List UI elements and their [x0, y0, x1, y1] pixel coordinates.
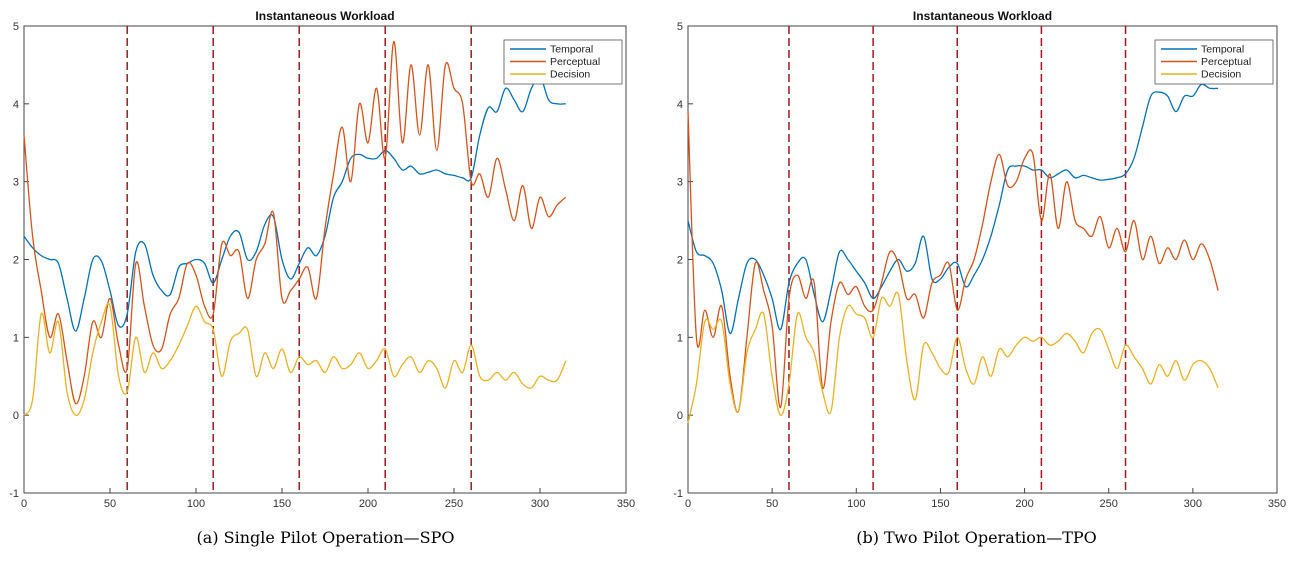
y-tick-label: 5 [677, 21, 683, 33]
y-tick-label: 1 [13, 332, 19, 344]
x-tick-label: 250 [1100, 498, 1118, 510]
series-line-decision [23, 303, 567, 416]
y-tick-label: 3 [677, 177, 683, 189]
legend-label-decision: Decision [550, 69, 590, 81]
x-tick-label: 0 [685, 498, 691, 510]
x-tick-label: 350 [617, 498, 635, 510]
y-tick-label: 2 [677, 255, 683, 267]
series-line-temporal [687, 83, 1219, 335]
x-tick-label: 350 [1268, 498, 1286, 510]
y-tick-label: 3 [13, 177, 19, 189]
x-tick-label: 150 [931, 498, 949, 510]
x-tick-label: 200 [1015, 498, 1033, 510]
y-tick-label: 2 [13, 255, 19, 267]
x-tick-label: 300 [1184, 498, 1202, 510]
series-line-temporal [23, 75, 566, 332]
legend-label-decision: Decision [1201, 69, 1241, 81]
chart-panel-tpo: Instantaneous Workload 0 50 100 150 200 250 300… [651, 0, 1302, 557]
y-tick-label: 1 [677, 332, 683, 344]
x-tick-label: 150 [273, 498, 291, 510]
y-tick-label: 4 [677, 99, 683, 111]
y-tick-label: 4 [13, 99, 19, 111]
legend-label-temporal: Temporal [550, 44, 593, 56]
caption-tpo: (b) Two Pilot Operation—TPO [856, 528, 1097, 547]
caption-spo: (a) Single Pilot Operation—SPO [196, 528, 455, 547]
x-tick-label: 100 [187, 498, 205, 510]
chart-panel-spo: Instantaneous Workload 0 50 100 150 200 250 300… [0, 0, 651, 557]
y-tick-label: 5 [13, 21, 19, 33]
chart-title: Instantaneous Workload [913, 9, 1052, 23]
y-tick-label: -1 [673, 488, 683, 500]
x-tick-label: 50 [766, 498, 778, 510]
y-tick-label: -1 [9, 488, 19, 500]
legend-label-perceptual: Perceptual [1201, 56, 1251, 68]
axes-box [23, 25, 627, 494]
chart-title: Instantaneous Workload [255, 9, 394, 23]
x-tick-label: 250 [445, 498, 463, 510]
y-tick-label: 0 [677, 410, 683, 422]
x-tick-label: 200 [359, 498, 377, 510]
x-tick-label: 0 [21, 498, 27, 510]
series-line-perceptual [23, 40, 567, 405]
x-tick-label: 50 [104, 498, 116, 510]
y-tick-label: 0 [13, 410, 19, 422]
series-line-perceptual [687, 111, 1219, 414]
x-tick-label: 100 [847, 498, 865, 510]
legend-label-temporal: Temporal [1201, 44, 1244, 56]
legend-label-perceptual: Perceptual [550, 56, 600, 68]
series-line-decision [687, 291, 1219, 424]
x-tick-label: 300 [531, 498, 549, 510]
